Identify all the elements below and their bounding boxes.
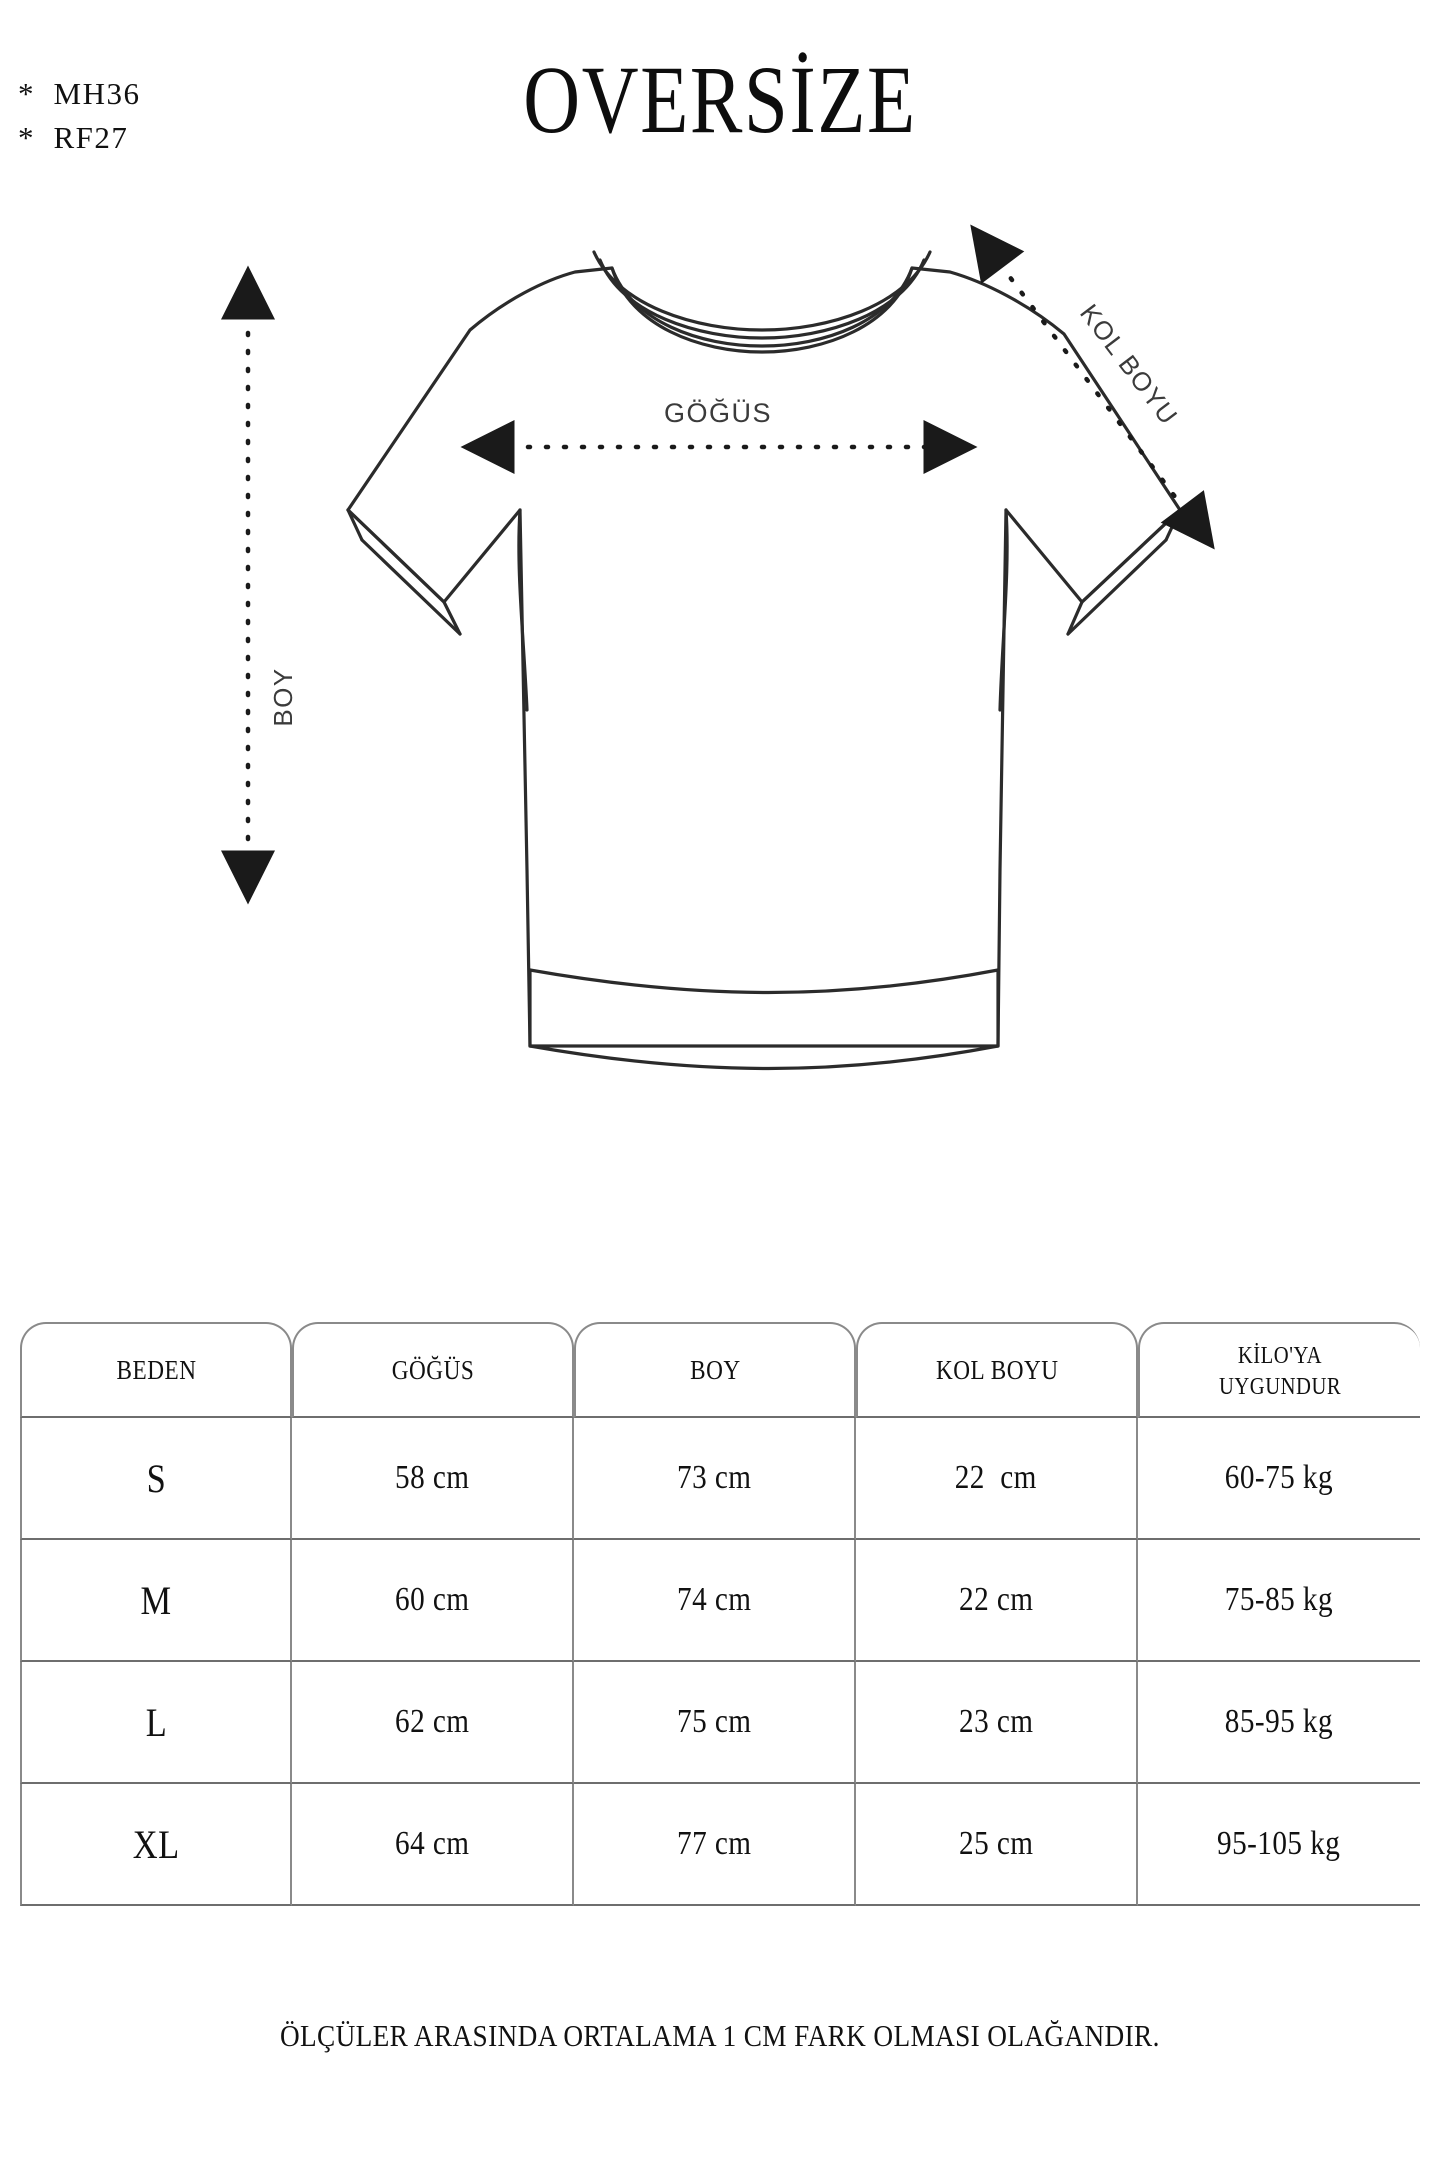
footer-note: ÖLÇÜLER ARASINDA ORTALAMA 1 CM FARK OLMA… — [0, 2018, 1440, 2054]
table-header-row: BEDEN GÖĞÜS BOY KOL BOYU KİLO'YA UYGUNDU… — [20, 1322, 1420, 1418]
cell-kilo: 95-105 kg — [1138, 1784, 1420, 1906]
size-table-head: BEDEN GÖĞÜS BOY KOL BOYU KİLO'YA UYGUNDU… — [20, 1322, 1420, 1418]
cell-gogus: 62 cm — [292, 1662, 574, 1784]
cell-kol-boyu: 25 cm — [856, 1784, 1138, 1906]
cell-kol-boyu-value: 22 cm — [954, 1459, 1038, 1496]
cell-beden: S — [20, 1418, 292, 1540]
cell-kilo: 85-95 kg — [1138, 1662, 1420, 1784]
cell-kol-boyu-value: 23 cm — [958, 1703, 1034, 1740]
cell-beden-value: XL — [132, 1821, 180, 1867]
cell-kilo-value: 85-95 kg — [1224, 1703, 1334, 1740]
cell-boy: 74 cm — [574, 1540, 856, 1662]
cell-kilo-value: 60-75 kg — [1224, 1459, 1334, 1496]
length-label: BOY — [268, 667, 298, 726]
column-header-gogus-label: GÖĞÜS — [391, 1355, 475, 1385]
table-row: S 58 cm 73 cm 22 cm 60-75 kg — [20, 1418, 1420, 1540]
cell-kilo: 75-85 kg — [1138, 1540, 1420, 1662]
table-row: L 62 cm 75 cm 23 cm 85-95 kg — [20, 1662, 1420, 1784]
cell-gogus-value: 64 cm — [394, 1825, 470, 1862]
size-table-body: S 58 cm 73 cm 22 cm 60-75 kg M 60 cm 74 … — [20, 1418, 1420, 1906]
size-table-container: BEDEN GÖĞÜS BOY KOL BOYU KİLO'YA UYGUNDU… — [20, 1322, 1420, 1906]
footer-note-text: ÖLÇÜLER ARASINDA ORTALAMA 1 CM FARK OLMA… — [280, 2018, 1160, 2053]
column-header-boy-label: BOY — [689, 1355, 741, 1385]
cell-boy-value: 75 cm — [676, 1703, 752, 1740]
column-header-kilo: KİLO'YA UYGUNDUR — [1138, 1322, 1420, 1418]
column-header-boy: BOY — [574, 1322, 856, 1418]
cell-beden: M — [20, 1540, 292, 1662]
cell-kilo: 60-75 kg — [1138, 1418, 1420, 1540]
cell-boy-value: 77 cm — [676, 1825, 752, 1862]
chest-label: GÖĞÜS — [664, 397, 772, 428]
cell-beden: XL — [20, 1784, 292, 1906]
cell-boy-value: 73 cm — [676, 1459, 752, 1496]
cell-boy-value: 74 cm — [676, 1581, 752, 1618]
page-title: OVERSİZE — [523, 46, 917, 153]
product-codes: * MH36 * RF27 — [18, 72, 140, 160]
cell-beden-value: S — [146, 1455, 166, 1501]
cell-gogus: 60 cm — [292, 1540, 574, 1662]
column-header-gogus: GÖĞÜS — [292, 1322, 574, 1418]
sleeve-label: KOL BOYU — [1074, 298, 1184, 430]
table-row: XL 64 cm 77 cm 25 cm 95-105 kg — [20, 1784, 1420, 1906]
size-table: BEDEN GÖĞÜS BOY KOL BOYU KİLO'YA UYGUNDU… — [20, 1322, 1420, 1906]
cell-kilo-value: 95-105 kg — [1217, 1825, 1341, 1862]
cell-gogus: 58 cm — [292, 1418, 574, 1540]
product-code-1: * MH36 — [18, 76, 141, 111]
cell-boy: 75 cm — [574, 1662, 856, 1784]
page-header: * MH36 * RF27 OVERSİZE — [0, 0, 1440, 210]
column-header-beden: BEDEN — [20, 1322, 292, 1418]
cell-kilo-value: 75-85 kg — [1224, 1581, 1334, 1618]
cell-beden-value: L — [145, 1699, 167, 1745]
cell-gogus-value: 60 cm — [394, 1581, 470, 1618]
column-header-kilo-label-line2: UYGUNDUR — [1218, 1374, 1342, 1400]
cell-beden: L — [20, 1662, 292, 1784]
product-code-2: * RF27 — [18, 120, 129, 155]
cell-gogus-value: 58 cm — [394, 1459, 470, 1496]
cell-kol-boyu: 23 cm — [856, 1662, 1138, 1784]
table-row: M 60 cm 74 cm 22 cm 75-85 kg — [20, 1540, 1420, 1662]
tshirt-outline — [346, 250, 1182, 1071]
cell-kol-boyu: 22 cm — [856, 1540, 1138, 1662]
cell-gogus: 64 cm — [292, 1784, 574, 1906]
column-header-kol-boyu: KOL BOYU — [856, 1322, 1138, 1418]
cell-kol-boyu-value: 25 cm — [958, 1825, 1034, 1862]
cell-gogus-value: 62 cm — [394, 1703, 470, 1740]
cell-boy: 77 cm — [574, 1784, 856, 1906]
column-header-beden-label: BEDEN — [116, 1355, 196, 1385]
cell-boy: 73 cm — [574, 1418, 856, 1540]
tshirt-diagram: GÖĞÜS BOY KOL BOYU — [0, 210, 1440, 1280]
column-header-kilo-label-line1: KİLO'YA — [1237, 1343, 1323, 1369]
cell-kol-boyu-value: 22 cm — [958, 1581, 1034, 1618]
cell-beden-value: M — [140, 1577, 172, 1623]
cell-kol-boyu: 22 cm — [856, 1418, 1138, 1540]
tshirt-technical-drawing-svg: GÖĞÜS BOY KOL BOYU — [221, 224, 1215, 1071]
column-header-kol-boyu-label: KOL BOYU — [935, 1355, 1059, 1385]
